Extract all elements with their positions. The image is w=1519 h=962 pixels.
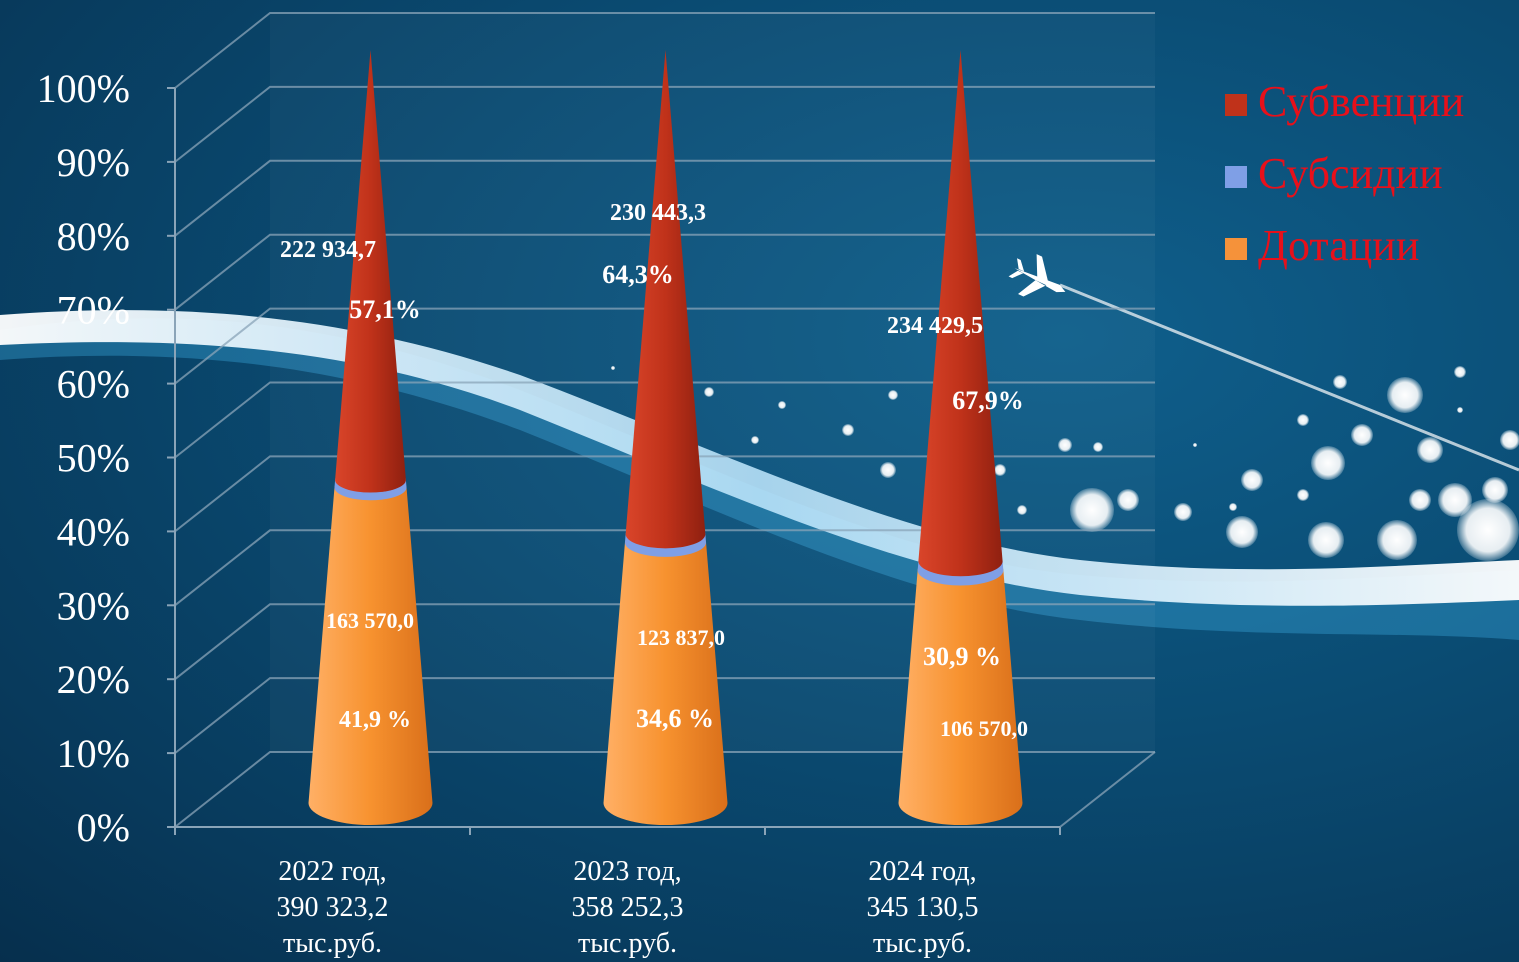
category-label-line: 2022 год, bbox=[278, 856, 386, 887]
data-label: 234 429,5 bbox=[887, 313, 983, 339]
data-label: 57,1% bbox=[349, 295, 421, 324]
data-label: 30,9 % bbox=[923, 642, 1001, 671]
legend-label: Субсидии bbox=[1258, 149, 1443, 198]
category-label: 2024 год, 345 130,5 тыс.руб. bbox=[867, 856, 979, 959]
category-label-line: тыс.руб. bbox=[873, 928, 972, 959]
legend-swatch bbox=[1225, 238, 1247, 260]
axes: 0% 10% 20% 30% 40% 50% 60% 70% 80% 90% 100% 2022 го… bbox=[37, 66, 1061, 959]
y-tick-label: 60% bbox=[57, 362, 130, 407]
y-tick-label: 100% bbox=[37, 66, 130, 111]
category-label-line: 2024 год, bbox=[868, 856, 976, 887]
data-label: 230 443,3 bbox=[610, 200, 706, 226]
data-label: 67,9% bbox=[952, 386, 1024, 415]
category-label-line: 345 130,5 bbox=[867, 892, 979, 923]
chart-grid bbox=[174, 12, 1156, 828]
legend-item: Субвенции bbox=[1225, 77, 1464, 126]
category-label-line: 358 252,3 bbox=[572, 892, 684, 923]
wave bbox=[0, 310, 1519, 606]
data-label: 41,9 % bbox=[339, 707, 411, 733]
gridline bbox=[174, 603, 1155, 680]
wave-glow bbox=[0, 318, 1519, 640]
gridline bbox=[174, 455, 1155, 533]
category-label: 2022 год, 390 323,2 тыс.руб. bbox=[277, 856, 389, 959]
y-tick-label: 40% bbox=[57, 509, 130, 554]
gridline bbox=[174, 529, 1155, 607]
category-label-line: 390 323,2 bbox=[277, 892, 389, 923]
cone-segment-subvencii bbox=[335, 50, 406, 493]
bubbles bbox=[611, 366, 1519, 561]
data-label: 123 837,0 bbox=[637, 625, 725, 650]
data-label: 106 570,0 bbox=[940, 716, 1028, 741]
y-tick-label: 10% bbox=[57, 731, 130, 776]
gridline bbox=[174, 85, 1155, 163]
category-label-line: 2023 год, bbox=[573, 856, 681, 887]
category-label-line: тыс.руб. bbox=[283, 928, 382, 959]
airplane-trail bbox=[1059, 283, 1519, 472]
cone-segment-subvencii bbox=[918, 50, 1003, 577]
y-tick-label: 30% bbox=[57, 583, 130, 628]
gridline bbox=[174, 381, 1155, 459]
gridline bbox=[174, 159, 1155, 237]
data-label: 163 570,0 bbox=[326, 608, 414, 633]
legend-label: Дотации bbox=[1258, 221, 1419, 270]
legend-swatch bbox=[1225, 166, 1247, 188]
legend-item: Дотации bbox=[1225, 221, 1419, 270]
airplane-icon bbox=[1008, 254, 1066, 297]
floor-right-edge bbox=[1059, 751, 1156, 828]
category-label-line: тыс.руб. bbox=[578, 928, 677, 959]
background-decoration bbox=[0, 254, 1519, 640]
data-label: 64,3% bbox=[602, 260, 674, 289]
data-label: 34,6 % bbox=[636, 704, 714, 733]
y-tick-label: 90% bbox=[57, 140, 130, 185]
y-tick-label: 20% bbox=[57, 657, 130, 702]
cone-2 bbox=[603, 50, 728, 825]
gridline bbox=[174, 751, 1155, 828]
category-label: 2023 год, 358 252,3 тыс.руб. bbox=[572, 856, 684, 959]
y-tick-label: 70% bbox=[57, 288, 130, 333]
legend-swatch bbox=[1225, 94, 1247, 116]
cone-segment-subvencii bbox=[625, 50, 706, 549]
cone-segment-dotacii bbox=[898, 555, 1023, 825]
gridline bbox=[174, 12, 1155, 89]
cone-segment-dotacii bbox=[308, 474, 433, 825]
data-labels: 222 934,7 57,1% 230 443,3 64,3% 234 429,5 67,… bbox=[280, 200, 1028, 741]
data-label: 222 934,7 bbox=[280, 237, 376, 263]
legend-label: Субвенции bbox=[1258, 77, 1464, 126]
y-tick-label: 80% bbox=[57, 214, 130, 259]
gridline bbox=[174, 233, 1155, 311]
legend: Субвенции Субсидии Дотации bbox=[1225, 77, 1464, 270]
cone-segment-dotacii bbox=[603, 528, 728, 825]
gridline bbox=[174, 677, 1155, 754]
cones bbox=[308, 50, 1023, 825]
y-tick-label: 50% bbox=[57, 436, 130, 481]
y-tick-label: 0% bbox=[77, 805, 130, 850]
cone-3 bbox=[898, 50, 1023, 825]
legend-item: Субсидии bbox=[1225, 149, 1443, 198]
cone-1 bbox=[308, 50, 433, 825]
gridline bbox=[174, 307, 1155, 385]
